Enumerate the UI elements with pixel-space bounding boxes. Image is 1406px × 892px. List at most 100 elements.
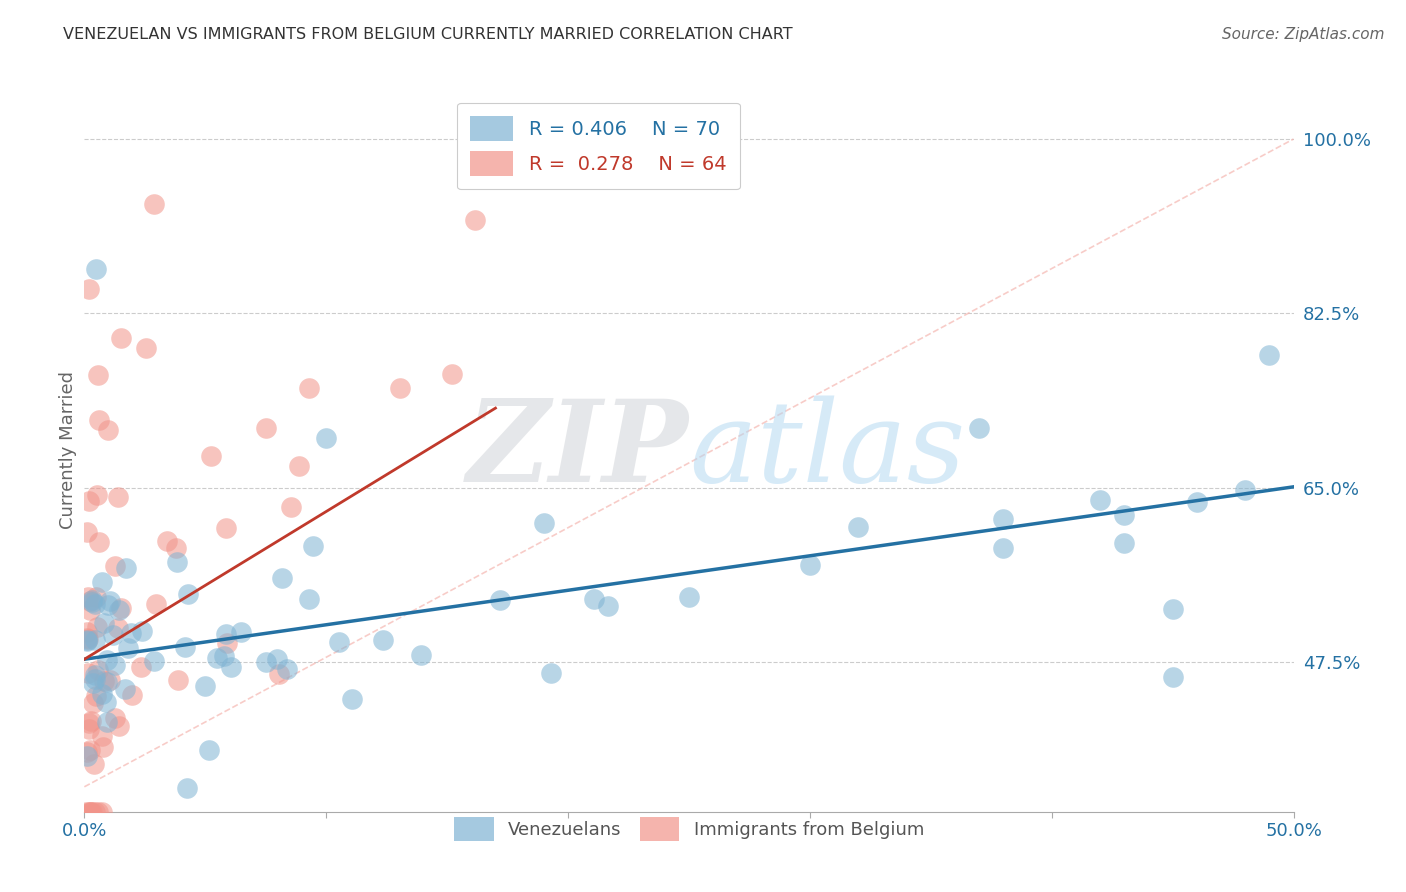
Point [77, 722, 100, 736]
Point [96, 653, 118, 667]
Point [678, 591, 700, 605]
Point [90, 687, 112, 701]
Point [1161, 670, 1184, 684]
Point [107, 490, 129, 504]
Point [276, 662, 298, 676]
Point [328, 634, 350, 648]
Point [76, 634, 98, 648]
Point [1088, 493, 1111, 508]
Point [231, 624, 253, 639]
Point [302, 539, 325, 553]
Point [129, 659, 152, 673]
Point [96, 714, 118, 729]
Point [166, 673, 188, 688]
Point [97, 424, 120, 438]
Point [1114, 535, 1136, 549]
Point [315, 431, 337, 445]
Text: VENEZUELAN VS IMMIGRANTS FROM BELGIUM CURRENTLY MARRIED CORRELATION CHART: VENEZUELAN VS IMMIGRANTS FROM BELGIUM CU… [63, 27, 793, 42]
Point [108, 719, 131, 733]
Point [371, 632, 394, 647]
Point [80, 714, 103, 728]
Point [76, 632, 98, 646]
Point [83, 597, 105, 611]
Point [79, 603, 101, 617]
Point [197, 743, 219, 757]
Point [967, 421, 990, 435]
Point [156, 533, 179, 548]
Point [440, 368, 463, 382]
Point [77, 805, 100, 819]
Point [90, 575, 112, 590]
Point [142, 654, 165, 668]
Point [94, 695, 117, 709]
Point [409, 648, 432, 663]
Point [79, 805, 101, 819]
Point [799, 558, 821, 572]
Point [80, 594, 103, 608]
Point [134, 341, 156, 355]
Point [194, 680, 217, 694]
Point [93, 674, 115, 689]
Legend: Venezuelans, Immigrants from Belgium: Venezuelans, Immigrants from Belgium [441, 805, 936, 854]
Point [104, 558, 127, 573]
Point [84, 591, 107, 605]
Point [76, 633, 98, 648]
Point [288, 458, 311, 473]
Point [165, 541, 187, 555]
Point [77, 281, 100, 295]
Point [298, 381, 321, 395]
Point [82, 676, 104, 690]
Point [1258, 348, 1281, 362]
Y-axis label: Currently Married: Currently Married [59, 371, 77, 530]
Point [76, 748, 98, 763]
Point [200, 449, 222, 463]
Point [98, 593, 121, 607]
Point [1185, 495, 1208, 509]
Point [76, 590, 98, 604]
Point [83, 632, 105, 647]
Point [93, 615, 115, 630]
Point [86, 488, 108, 502]
Point [83, 757, 105, 772]
Point [215, 627, 238, 641]
Point [77, 666, 100, 681]
Point [145, 598, 167, 612]
Point [340, 691, 363, 706]
Point [166, 555, 188, 569]
Point [101, 628, 124, 642]
Point [87, 412, 110, 426]
Point [75, 805, 97, 819]
Point [79, 743, 101, 757]
Point [120, 626, 142, 640]
Point [212, 648, 235, 663]
Point [91, 805, 114, 819]
Point [993, 511, 1015, 525]
Point [110, 600, 132, 615]
Point [86, 368, 108, 382]
Point [104, 657, 127, 672]
Point [254, 655, 277, 669]
Point [86, 690, 108, 704]
Point [270, 571, 292, 585]
Point [87, 534, 110, 549]
Point [205, 651, 228, 665]
Point [97, 598, 120, 612]
Point [87, 805, 110, 819]
Point [121, 688, 143, 702]
Point [177, 587, 200, 601]
Point [117, 641, 139, 656]
Point [103, 711, 125, 725]
Point [80, 805, 103, 819]
Point [174, 640, 197, 654]
Point [846, 520, 869, 534]
Point [488, 592, 510, 607]
Point [389, 381, 412, 395]
Point [86, 261, 108, 276]
Point [267, 667, 290, 681]
Point [84, 805, 107, 819]
Text: atlas: atlas [689, 395, 966, 506]
Point [464, 213, 486, 227]
Point [96, 675, 118, 690]
Point [131, 624, 153, 639]
Point [219, 660, 242, 674]
